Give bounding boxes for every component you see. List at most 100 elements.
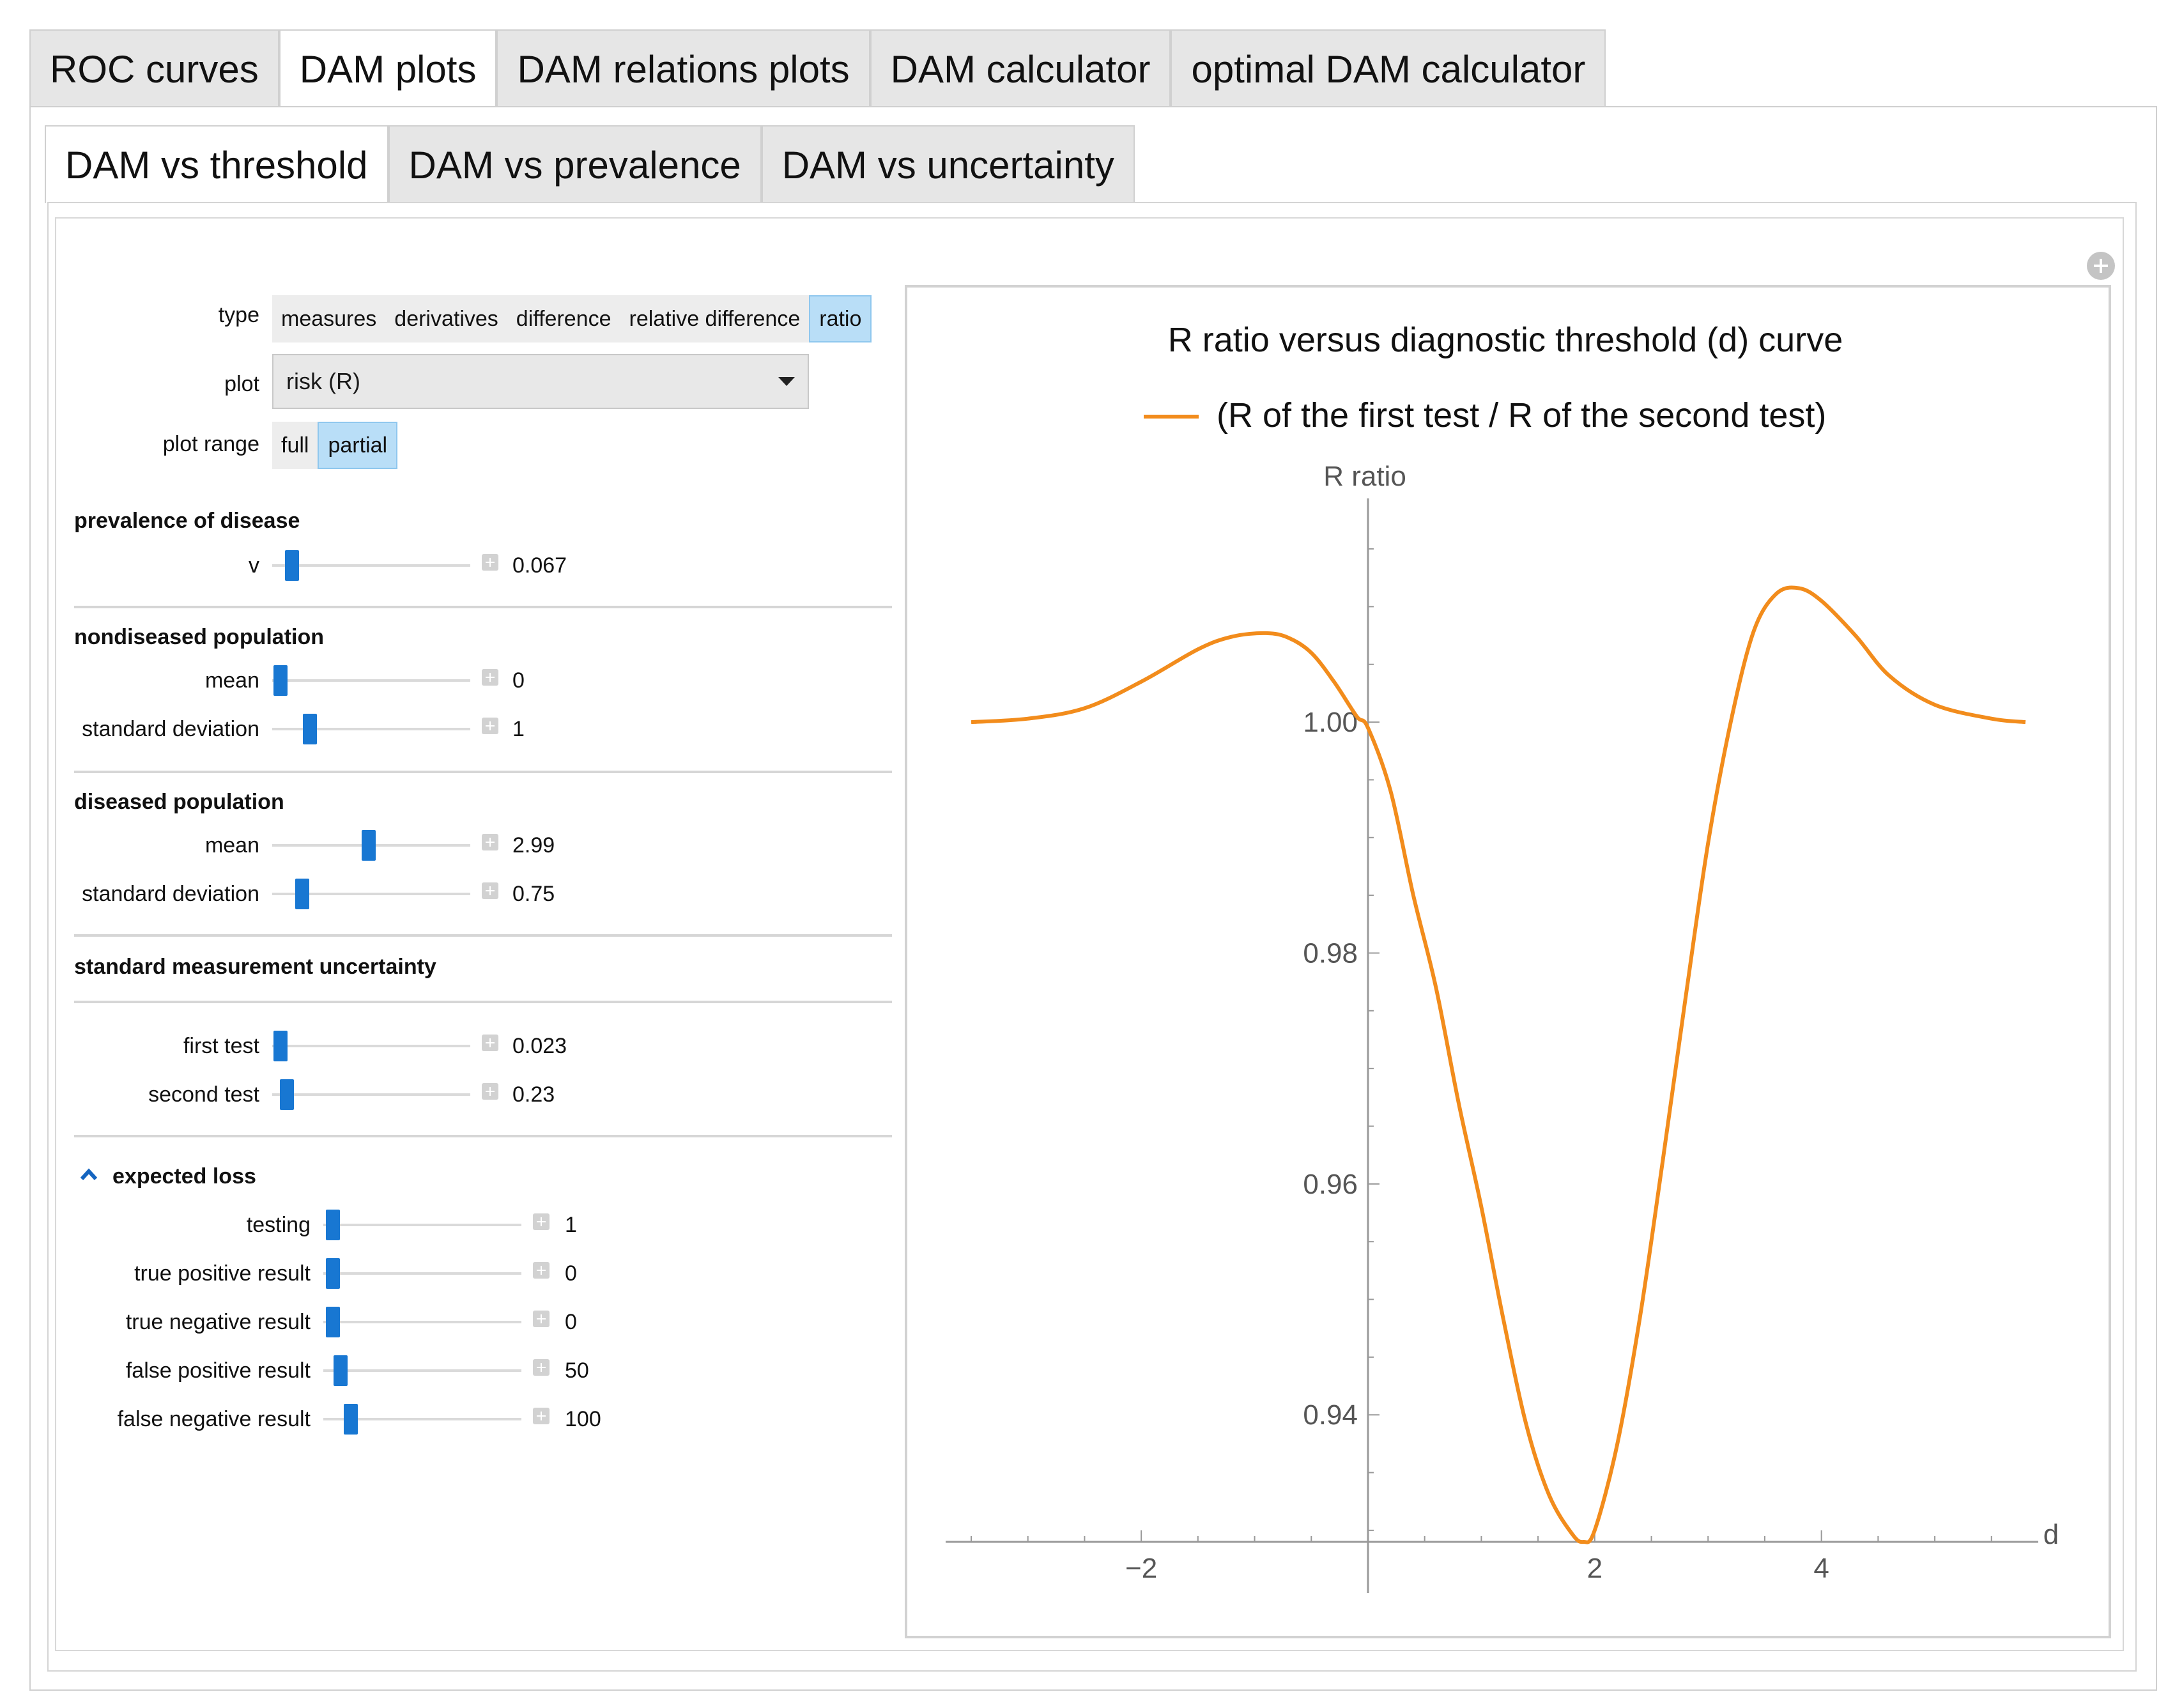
slider-value: 0.23: [512, 1082, 555, 1107]
x-tick-label: 4: [1813, 1553, 1829, 1584]
slider-thumb[interactable]: [273, 1031, 288, 1061]
expand-slider-icon[interactable]: [482, 718, 498, 734]
expand-slider-icon[interactable]: [533, 1262, 550, 1279]
type-option-measures[interactable]: measures: [281, 306, 377, 331]
x-tick-label: 2: [1587, 1553, 1602, 1584]
slider-label: second test: [148, 1082, 259, 1107]
slider-label: true negative result: [125, 1310, 311, 1334]
tab-dam-vs-prevalence[interactable]: DAM vs prevalence: [388, 125, 762, 203]
section-title-nondiseased: nondiseased population: [74, 625, 325, 649]
slider-label: mean: [204, 668, 259, 693]
tab-dam-vs-threshold[interactable]: DAM vs threshold: [45, 125, 388, 203]
y-axis-label: R ratio: [1323, 461, 1406, 492]
slider-thumb[interactable]: [344, 1404, 358, 1435]
expand-slider-icon[interactable]: [482, 669, 498, 686]
tab-dam-calculator[interactable]: DAM calculator: [870, 29, 1171, 107]
slider-track[interactable]: [323, 1224, 521, 1226]
slider-value: 1: [512, 717, 525, 741]
section-title-expected-loss[interactable]: expected loss: [112, 1164, 256, 1189]
slider-track[interactable]: [272, 564, 470, 567]
main-tab-bar: ROC curves DAM plots DAM relations plots…: [29, 29, 1606, 107]
chevron-down-icon[interactable]: [778, 377, 795, 386]
collapse-chevron-up-icon[interactable]: [79, 1167, 98, 1182]
expand-slider-icon[interactable]: [482, 1083, 498, 1100]
expand-slider-icon[interactable]: [482, 1035, 498, 1051]
section-divider: [74, 934, 892, 937]
plot-dropdown[interactable]: risk (R): [272, 354, 809, 409]
y-tick-label: 0.98: [1303, 937, 1358, 969]
x-tick-label: −2: [1125, 1553, 1157, 1584]
tab-dam-plots[interactable]: DAM plots: [279, 29, 497, 107]
y-tick-label: 0.96: [1303, 1169, 1358, 1200]
plot-range-option-partial[interactable]: partial: [318, 422, 398, 469]
slider-thumb[interactable]: [273, 665, 288, 696]
tab-optimal-dam-calculator[interactable]: optimal DAM calculator: [1171, 29, 1606, 107]
expand-slider-icon[interactable]: [533, 1311, 550, 1327]
expand-slider-icon[interactable]: [482, 882, 498, 899]
slider-thumb[interactable]: [295, 879, 309, 909]
expand-slider-icon[interactable]: [533, 1408, 550, 1424]
slider-label: v: [249, 553, 259, 578]
slider-label: mean: [204, 833, 259, 858]
slider-track[interactable]: [323, 1272, 521, 1275]
chart: R ratio versus diagnostic threshold (d) …: [946, 321, 2059, 1593]
slider-thumb[interactable]: [326, 1258, 340, 1289]
y-tick-label: 0.94: [1303, 1399, 1358, 1431]
slider-label: testing: [246, 1213, 311, 1237]
slider-track[interactable]: [323, 1321, 521, 1323]
slider-value: 2.99: [512, 833, 555, 858]
slider-track[interactable]: [272, 893, 470, 895]
type-setter-bar: measures derivatives difference relative…: [272, 295, 872, 342]
slider-label: false positive result: [125, 1358, 311, 1383]
slider-thumb[interactable]: [326, 1210, 340, 1240]
expand-slider-icon[interactable]: [482, 834, 498, 850]
slider-track[interactable]: [272, 728, 470, 730]
slider-label: standard deviation: [82, 882, 259, 906]
plot-range-setter-bar: full partial: [272, 422, 398, 469]
slider-value: 0.75: [512, 882, 555, 906]
plot-label: plot: [224, 372, 259, 396]
slider-track[interactable]: [323, 1418, 521, 1420]
type-option-difference[interactable]: difference: [516, 306, 611, 331]
section-divider: [74, 1135, 892, 1137]
chart-title: R ratio versus diagnostic threshold (d) …: [1168, 321, 1843, 359]
series-line: [971, 585, 2026, 1544]
slider-value: 1: [565, 1213, 577, 1237]
slider-thumb[interactable]: [326, 1307, 340, 1337]
expand-slider-icon[interactable]: [533, 1359, 550, 1376]
slider-value: 50: [565, 1358, 589, 1383]
slider-value: 0: [512, 668, 525, 693]
plot-range-option-full[interactable]: full: [281, 433, 309, 458]
section-divider: [74, 606, 892, 608]
add-bookmark-icon[interactable]: [2087, 252, 2115, 280]
slider-thumb[interactable]: [280, 1079, 294, 1110]
slider-value: 100: [565, 1407, 601, 1431]
tab-dam-relations-plots[interactable]: DAM relations plots: [496, 29, 870, 107]
expand-slider-icon[interactable]: [533, 1213, 550, 1230]
slider-thumb[interactable]: [362, 830, 376, 861]
slider-thumb[interactable]: [303, 714, 317, 744]
type-label: type: [218, 303, 259, 327]
slider-label: standard deviation: [82, 717, 259, 741]
slider-value: 0.023: [512, 1034, 567, 1058]
slider-value: 0: [565, 1310, 577, 1334]
section-title-diseased: diseased population: [74, 790, 284, 814]
expand-slider-icon[interactable]: [482, 554, 498, 571]
slider-track[interactable]: [272, 1045, 470, 1047]
section-title-prevalence: prevalence of disease: [74, 509, 300, 533]
slider-thumb[interactable]: [334, 1355, 348, 1386]
slider-thumb[interactable]: [285, 550, 299, 581]
section-divider: [74, 1001, 892, 1003]
tab-roc-curves[interactable]: ROC curves: [29, 29, 279, 107]
type-option-derivatives[interactable]: derivatives: [394, 306, 498, 331]
tab-dam-vs-uncertainty[interactable]: DAM vs uncertainty: [761, 125, 1135, 203]
x-axis-label: d: [2043, 1519, 2059, 1550]
slider-track[interactable]: [323, 1369, 521, 1372]
plot-frame: [905, 285, 2111, 1638]
type-option-relative-difference[interactable]: relative difference: [629, 306, 801, 331]
legend-label: (R of the first test / R of the second t…: [1217, 396, 1826, 435]
type-option-ratio[interactable]: ratio: [809, 295, 872, 342]
slider-track[interactable]: [272, 679, 470, 682]
slider-track[interactable]: [272, 1093, 470, 1096]
section-divider: [74, 771, 892, 773]
